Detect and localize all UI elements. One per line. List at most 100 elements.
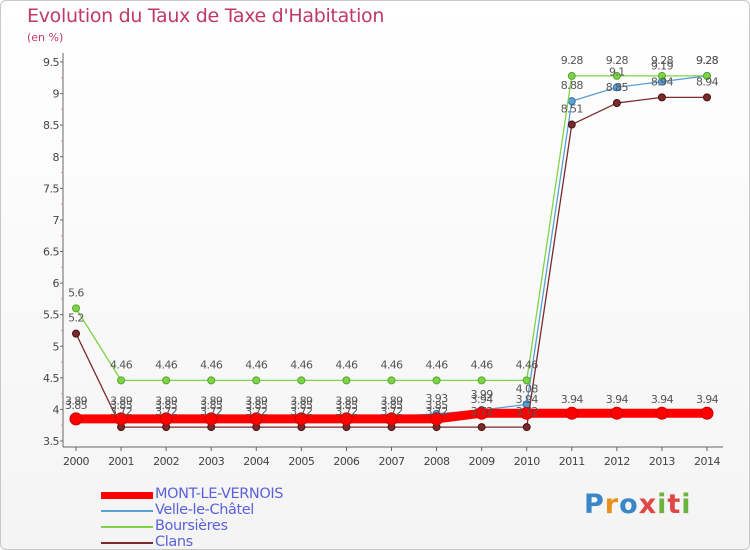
data-point <box>475 406 489 420</box>
legend-swatch <box>101 542 153 544</box>
series-labels-1: 3.89 3.89 3.89 3.89 3.89 3.89 3.89 3.89 3.93 3.99… <box>65 54 719 407</box>
data-label: 9.28 <box>651 54 674 67</box>
data-point <box>612 99 621 108</box>
legend-swatch <box>101 492 153 499</box>
data-label: 3.94 <box>516 393 539 406</box>
y-tick-label: 5.5 <box>43 309 59 322</box>
y-tick-label: 7 <box>53 214 60 227</box>
legend-item: Clans <box>101 534 331 549</box>
y-tick-label: 4 <box>53 403 60 416</box>
data-label: 3.94 <box>651 393 674 406</box>
legend-item: Boursières <box>101 518 331 535</box>
data-label: 3.85 <box>426 399 449 412</box>
data-label: 9.28 <box>696 54 719 67</box>
y-tick-label: 8 <box>53 151 60 164</box>
data-label: 3.94 <box>606 393 629 406</box>
x-tick-label: 2009 <box>469 455 495 468</box>
data-point <box>657 93 666 102</box>
data-label: 9.1 <box>609 65 625 78</box>
data-point <box>294 412 308 426</box>
data-point <box>655 406 669 420</box>
data-label: 3.89 <box>335 394 358 407</box>
data-label: 3.72 <box>426 405 448 418</box>
data-point <box>339 412 353 426</box>
x-tick-label: 2000 <box>63 455 89 468</box>
data-label: 4.46 <box>380 358 403 371</box>
data-label: 4.08 <box>516 382 539 395</box>
x-tick-label: 2011 <box>559 455 585 468</box>
x-tick-label: 2013 <box>649 455 675 468</box>
x-tick-label: 2007 <box>379 455 405 468</box>
data-point <box>204 412 218 426</box>
data-label: 3.72 <box>110 405 132 418</box>
data-label: 8.88 <box>561 79 584 92</box>
data-point <box>297 376 306 385</box>
y-tick-label: 6 <box>53 277 60 290</box>
data-label: 3.89 <box>65 394 88 407</box>
data-label: 3.85 <box>110 399 133 412</box>
data-point <box>477 376 486 385</box>
legend-swatch <box>101 510 153 512</box>
data-label: 4.46 <box>110 358 133 371</box>
data-point <box>117 376 126 385</box>
data-label: 9.28 <box>696 54 719 67</box>
x-tick-label: 2006 <box>333 455 359 468</box>
data-point <box>430 412 444 426</box>
data-label: 5.6 <box>68 286 84 299</box>
data-label: 3.72 <box>335 405 357 418</box>
y-tick-label: 6.5 <box>43 246 59 259</box>
data-label: 3.72 <box>155 405 177 418</box>
data-label: 3.89 <box>380 394 403 407</box>
data-label: 4.46 <box>471 358 494 371</box>
data-point <box>114 412 128 426</box>
data-point <box>522 376 531 385</box>
series-labels-3: 5.23.72 3.72 3.72 3.72 3.72 3.72 3.72 3.72 3.72 3… <box>68 75 719 418</box>
data-point <box>612 71 621 80</box>
data-point <box>252 376 261 385</box>
data-point <box>387 376 396 385</box>
data-label: 8.94 <box>651 75 674 88</box>
data-point <box>385 412 398 426</box>
series-0 <box>69 406 714 426</box>
x-tick-label: 2002 <box>153 455 179 468</box>
data-label: 3.94 <box>561 393 584 406</box>
data-label: 3.85 <box>200 399 223 412</box>
data-label: 4.46 <box>245 358 268 371</box>
data-point <box>520 406 534 420</box>
series-line <box>75 75 708 382</box>
data-label: 3.72 <box>516 405 538 418</box>
series-2 <box>72 71 711 385</box>
x-tick-label: 2004 <box>243 455 269 468</box>
data-label: 3.93 <box>426 392 449 405</box>
data-label: 3.72 <box>471 405 493 418</box>
data-point <box>72 329 80 338</box>
data-point <box>703 71 711 80</box>
y-tick-label: 9 <box>53 88 60 101</box>
data-point <box>700 406 714 420</box>
y-tick-label: 7.5 <box>43 182 59 195</box>
x-tick-label: 2014 <box>694 455 720 468</box>
data-label: 3.72 <box>290 405 312 418</box>
legend-label: Boursières <box>155 518 228 534</box>
data-label: 4.46 <box>426 358 449 371</box>
data-label: 3.99 <box>471 388 494 401</box>
data-label: 3.72 <box>245 405 267 418</box>
data-point <box>567 120 576 129</box>
data-label: 3.89 <box>290 394 313 407</box>
data-label: 4.46 <box>155 358 178 371</box>
data-label: 3.89 <box>155 394 178 407</box>
series-labels-2: 5.6 4.46 4.46 4.46 4.46 4.46 4.46 4.46 4.46 4.46 4… <box>68 54 719 371</box>
series-labels-0: 3.85 3.85 3.85 3.85 3.85 3.85 3.85 3.85 3.85 3.94… <box>65 393 719 412</box>
data-point <box>703 93 711 102</box>
data-label: 3.72 <box>200 405 222 418</box>
y-tick-label: 5 <box>53 340 60 353</box>
legend-item: MONT-LE-VERNOIS <box>101 486 331 503</box>
data-point <box>432 376 441 385</box>
data-point <box>657 71 666 80</box>
data-label: 4.46 <box>335 358 358 371</box>
data-label: 3.89 <box>200 394 223 407</box>
proxiti-logo: Proxiti <box>584 489 692 520</box>
y-tick-label: 9.5 <box>43 56 59 69</box>
x-tick-label: 2008 <box>424 455 450 468</box>
